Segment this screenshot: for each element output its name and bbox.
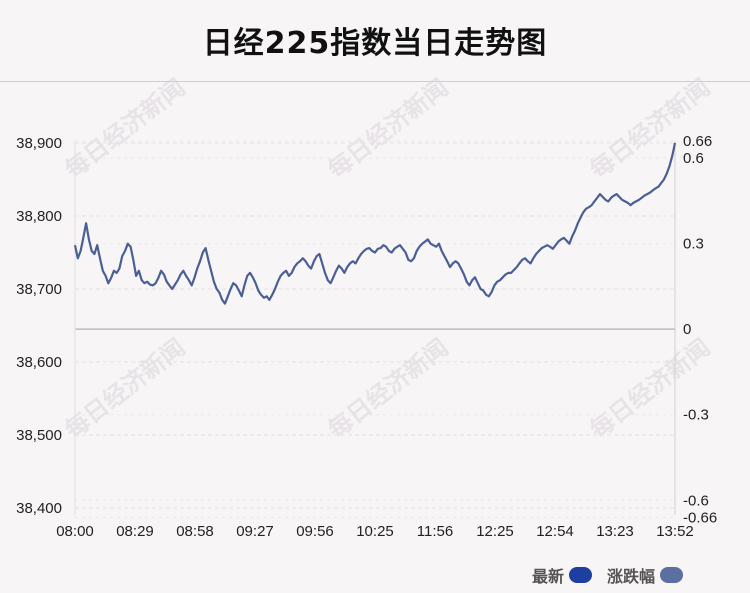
legend-item-change[interactable]: 涨跌幅 (607, 563, 684, 587)
watermark-text: 每日经济新闻 (585, 333, 716, 444)
right-tick-label: 0 (683, 321, 691, 338)
left-tick-label: 38,800 (16, 208, 62, 225)
left-tick-label: 38,700 (16, 281, 62, 298)
right-tick-label: -0.3 (683, 407, 709, 424)
legend-label-change: 涨跌幅 (607, 567, 656, 586)
x-tick-label: 09:27 (236, 523, 274, 540)
watermark-text: 每日经济新闻 (585, 73, 716, 184)
x-tick-label: 10:25 (356, 523, 394, 540)
legend-swatch-latest (569, 567, 593, 583)
legend-swatch-change (660, 567, 684, 583)
title-divider (0, 81, 750, 82)
legend-label-latest: 最新 (532, 567, 565, 586)
left-axis-ticks: 38,900 38,800 38,700 38,600 38,500 38,400 (16, 135, 62, 517)
left-tick-label: 38,600 (16, 354, 62, 371)
x-tick-label: 08:58 (176, 523, 214, 540)
grid-lines (74, 140, 676, 518)
chart-title: 日经225指数当日走势图 (202, 26, 548, 61)
watermark-text: 每日经济新闻 (60, 333, 191, 444)
right-tick-label: -0.6 (683, 492, 709, 509)
x-tick-label: 09:56 (296, 523, 334, 540)
right-axis-ticks: 0.660.6 0.3 0 -0.3 -0.6-0.66 (683, 133, 717, 527)
right-tick-label: 0.66 (683, 133, 712, 150)
legend-item-latest[interactable]: 最新 (532, 563, 593, 587)
x-axis-ticks: 08:00 08:29 08:58 09:27 09:56 10:25 11:56 12:25… (56, 523, 694, 540)
series-line (73, 142, 677, 305)
right-tick-label: 0.6 (683, 150, 704, 167)
x-tick-label: 13:52 (656, 523, 694, 540)
right-tick-label: -0.66 (683, 509, 717, 526)
right-tick-label: 0.3 (683, 236, 704, 253)
left-tick-label: 38,500 (16, 427, 62, 444)
x-tick-label: 12:54 (536, 523, 574, 540)
watermark-text: 每日经济新闻 (323, 333, 454, 444)
watermark-text: 每日经济新闻 (60, 73, 191, 184)
left-tick-label: 38,900 (16, 135, 62, 152)
x-tick-label: 08:00 (56, 523, 94, 540)
x-tick-label: 08:29 (116, 523, 154, 540)
watermark-text: 每日经济新闻 (323, 73, 454, 184)
x-tick-label: 12:25 (476, 523, 514, 540)
series-layer (73, 142, 677, 305)
x-tick-label: 11:56 (417, 523, 453, 540)
left-tick-label: 38,400 (16, 500, 62, 517)
x-tick-label: 13:23 (596, 523, 634, 540)
